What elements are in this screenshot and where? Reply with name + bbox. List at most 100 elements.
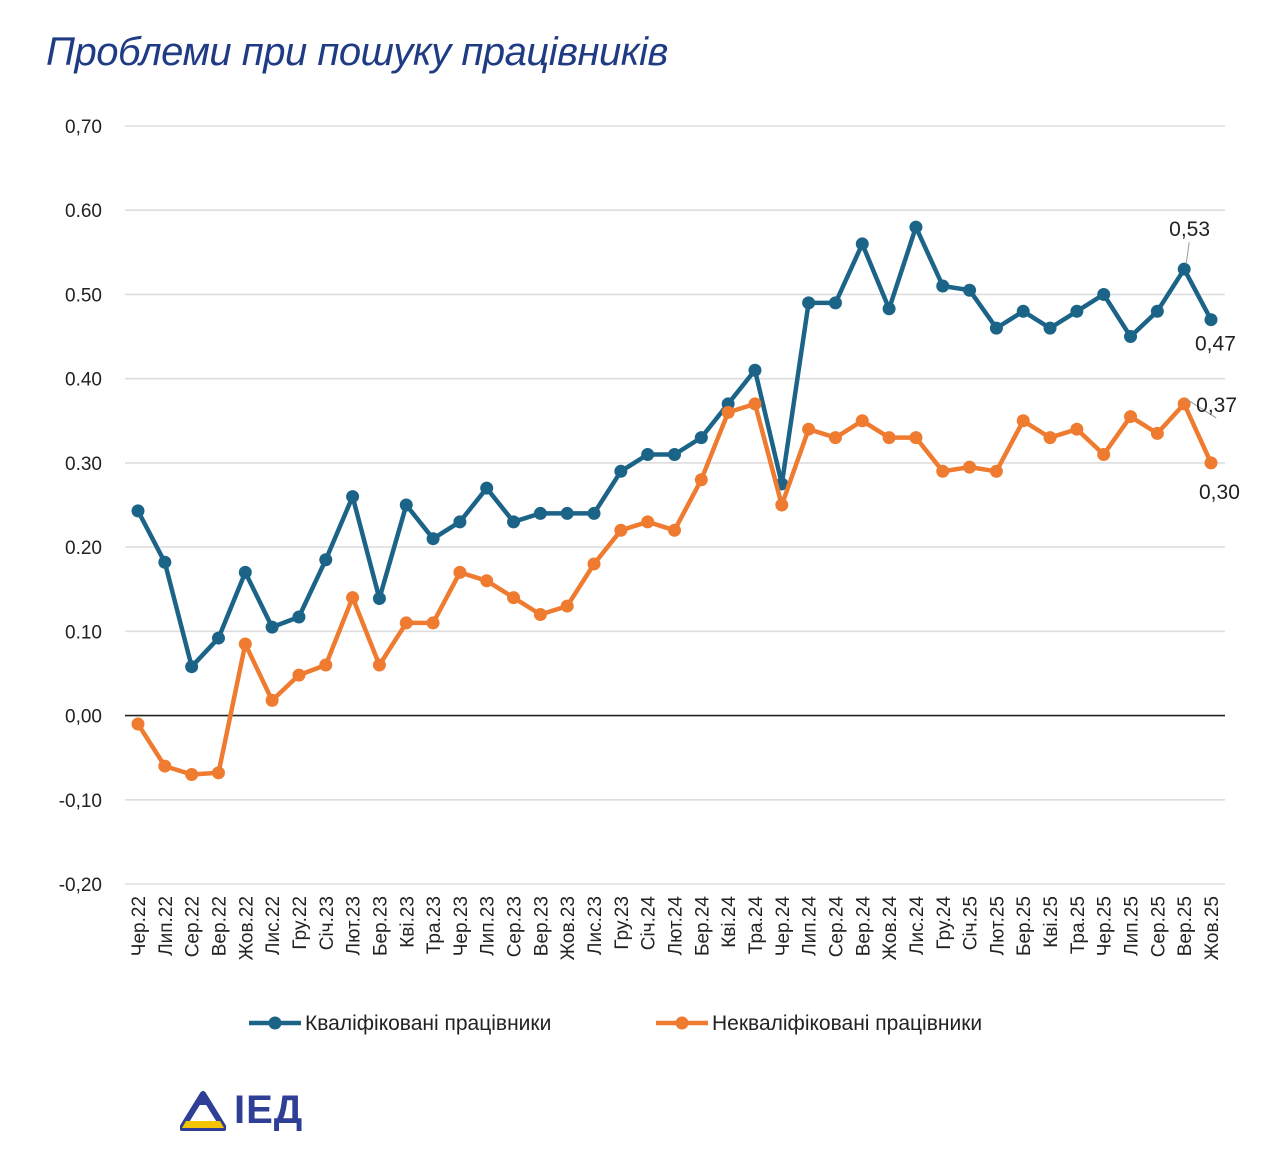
- x-tick-label: Лип.24: [800, 896, 821, 956]
- data-point: [748, 397, 762, 411]
- data-point: [1150, 426, 1164, 440]
- x-tick-label: Вер.23: [531, 896, 552, 956]
- data-point: [265, 620, 279, 634]
- data-point: [131, 717, 145, 731]
- data-point: [802, 422, 816, 436]
- x-tick-label: Кві.24: [719, 896, 740, 948]
- data-point: [909, 220, 923, 234]
- data-point: [936, 279, 950, 293]
- x-tick-label: Січ.23: [317, 896, 338, 950]
- x-tick-label: Жов.24: [880, 896, 901, 961]
- y-tick-label: 0.30: [65, 454, 102, 475]
- data-point: [1204, 313, 1218, 327]
- x-tick-label: Сер.25: [1148, 896, 1169, 957]
- data-point: [480, 574, 494, 588]
- triangle-logo-icon: [180, 1090, 226, 1131]
- logo-text: ІЕД: [234, 1088, 304, 1132]
- x-tick-label: Жов.25: [1202, 896, 1223, 960]
- data-point: [721, 405, 735, 419]
- data-point: [1177, 397, 1191, 411]
- data-point: [131, 504, 145, 518]
- data-point: [346, 591, 360, 605]
- data-point: [399, 616, 413, 630]
- data-point: [372, 591, 386, 605]
- data-point: [1043, 431, 1057, 445]
- series-line-1: [135, 224, 1214, 669]
- x-tick-label: Січ.25: [961, 896, 982, 950]
- data-point: [158, 759, 172, 773]
- data-point: [694, 431, 708, 445]
- data-point: [185, 660, 199, 674]
- data-point: [533, 506, 547, 520]
- data-point: [936, 464, 950, 478]
- x-tick-label: Тра.25: [1068, 896, 1089, 954]
- data-point: [748, 363, 762, 377]
- x-tick-label: Жов.22: [236, 896, 257, 960]
- data-label: 0,53: [1169, 218, 1210, 241]
- data-point: [668, 447, 681, 461]
- x-tick-label: Гру.22: [290, 896, 311, 950]
- data-point: [614, 464, 628, 478]
- data-point: [507, 515, 521, 529]
- legend: Кваліфіковані працівники Некваліфіковані …: [249, 1012, 982, 1035]
- data-point: [211, 631, 225, 645]
- y-tick-label: 0,00: [65, 707, 102, 728]
- x-tick-label: Вер.22: [209, 896, 230, 956]
- x-tick-label: Чер.25: [1095, 896, 1116, 956]
- x-tick-label: Гру.23: [612, 896, 633, 950]
- data-point: [560, 599, 574, 613]
- y-tick-label: 0.40: [65, 370, 102, 391]
- data-point: [587, 557, 601, 571]
- label-leader-line: [1185, 242, 1190, 265]
- x-tick-label: Гру.24: [934, 896, 955, 950]
- x-tick-label: Тра.23: [424, 896, 445, 954]
- x-tick-label: Лют.23: [344, 896, 365, 955]
- x-tick-label: Січ.24: [639, 896, 660, 951]
- data-point: [292, 668, 306, 682]
- data-point: [855, 237, 869, 251]
- legend-label: Некваліфіковані працівники: [712, 1012, 982, 1035]
- series-layer: [131, 220, 1218, 782]
- data-label: 0,37: [1196, 394, 1237, 417]
- data-point: [641, 515, 655, 529]
- data-point: [533, 607, 547, 621]
- x-axis: Чер.22 Лип.22 Сер.22 Вер.22 Жов.22 Лис.22 Гру.…: [129, 896, 1223, 961]
- x-tick-label: Чер.22: [129, 896, 150, 956]
- x-tick-label: Сер.22: [183, 896, 204, 957]
- data-point: [319, 553, 333, 567]
- x-tick-label: Бер.23: [370, 896, 391, 956]
- data-point: [963, 460, 977, 474]
- y-tick-label: 0.20: [65, 538, 102, 559]
- data-labels: 0,53 0,47 0,37 0,30: [1169, 218, 1240, 504]
- data-point: [238, 637, 252, 651]
- data-point: [1097, 287, 1111, 301]
- data-point: [1070, 304, 1084, 318]
- y-tick-label: 0.50: [65, 285, 102, 306]
- data-point: [319, 658, 333, 672]
- legend-label: Кваліфіковані працівники: [305, 1012, 551, 1035]
- x-tick-label: Чер.24: [773, 896, 794, 957]
- data-point: [1124, 410, 1138, 424]
- y-tick-label: -0,20: [59, 875, 102, 896]
- data-point: [668, 523, 681, 537]
- x-tick-label: Лип.23: [478, 896, 499, 956]
- data-point: [372, 658, 386, 672]
- data-point: [185, 768, 199, 782]
- data-point: [265, 693, 279, 707]
- data-point: [1016, 414, 1030, 428]
- y-tick-label: 0.60: [65, 201, 102, 222]
- y-tick-label: 0.10: [65, 622, 102, 643]
- data-label: 0,30: [1199, 481, 1240, 504]
- x-tick-label: Лис.22: [263, 896, 284, 955]
- x-tick-label: Лип.22: [156, 896, 177, 956]
- legend-swatch-marker: [675, 1016, 689, 1030]
- y-tick-label: 0,70: [65, 117, 102, 138]
- data-point: [1016, 304, 1030, 318]
- data-point: [855, 414, 869, 428]
- data-point: [614, 523, 628, 537]
- data-point: [694, 473, 708, 487]
- data-point: [802, 296, 816, 310]
- y-axis: 0,70 0.60 0.50 0.40 0.30 0.20 0.10 0,00 -0,10 -0,…: [59, 117, 102, 896]
- data-point: [909, 431, 923, 445]
